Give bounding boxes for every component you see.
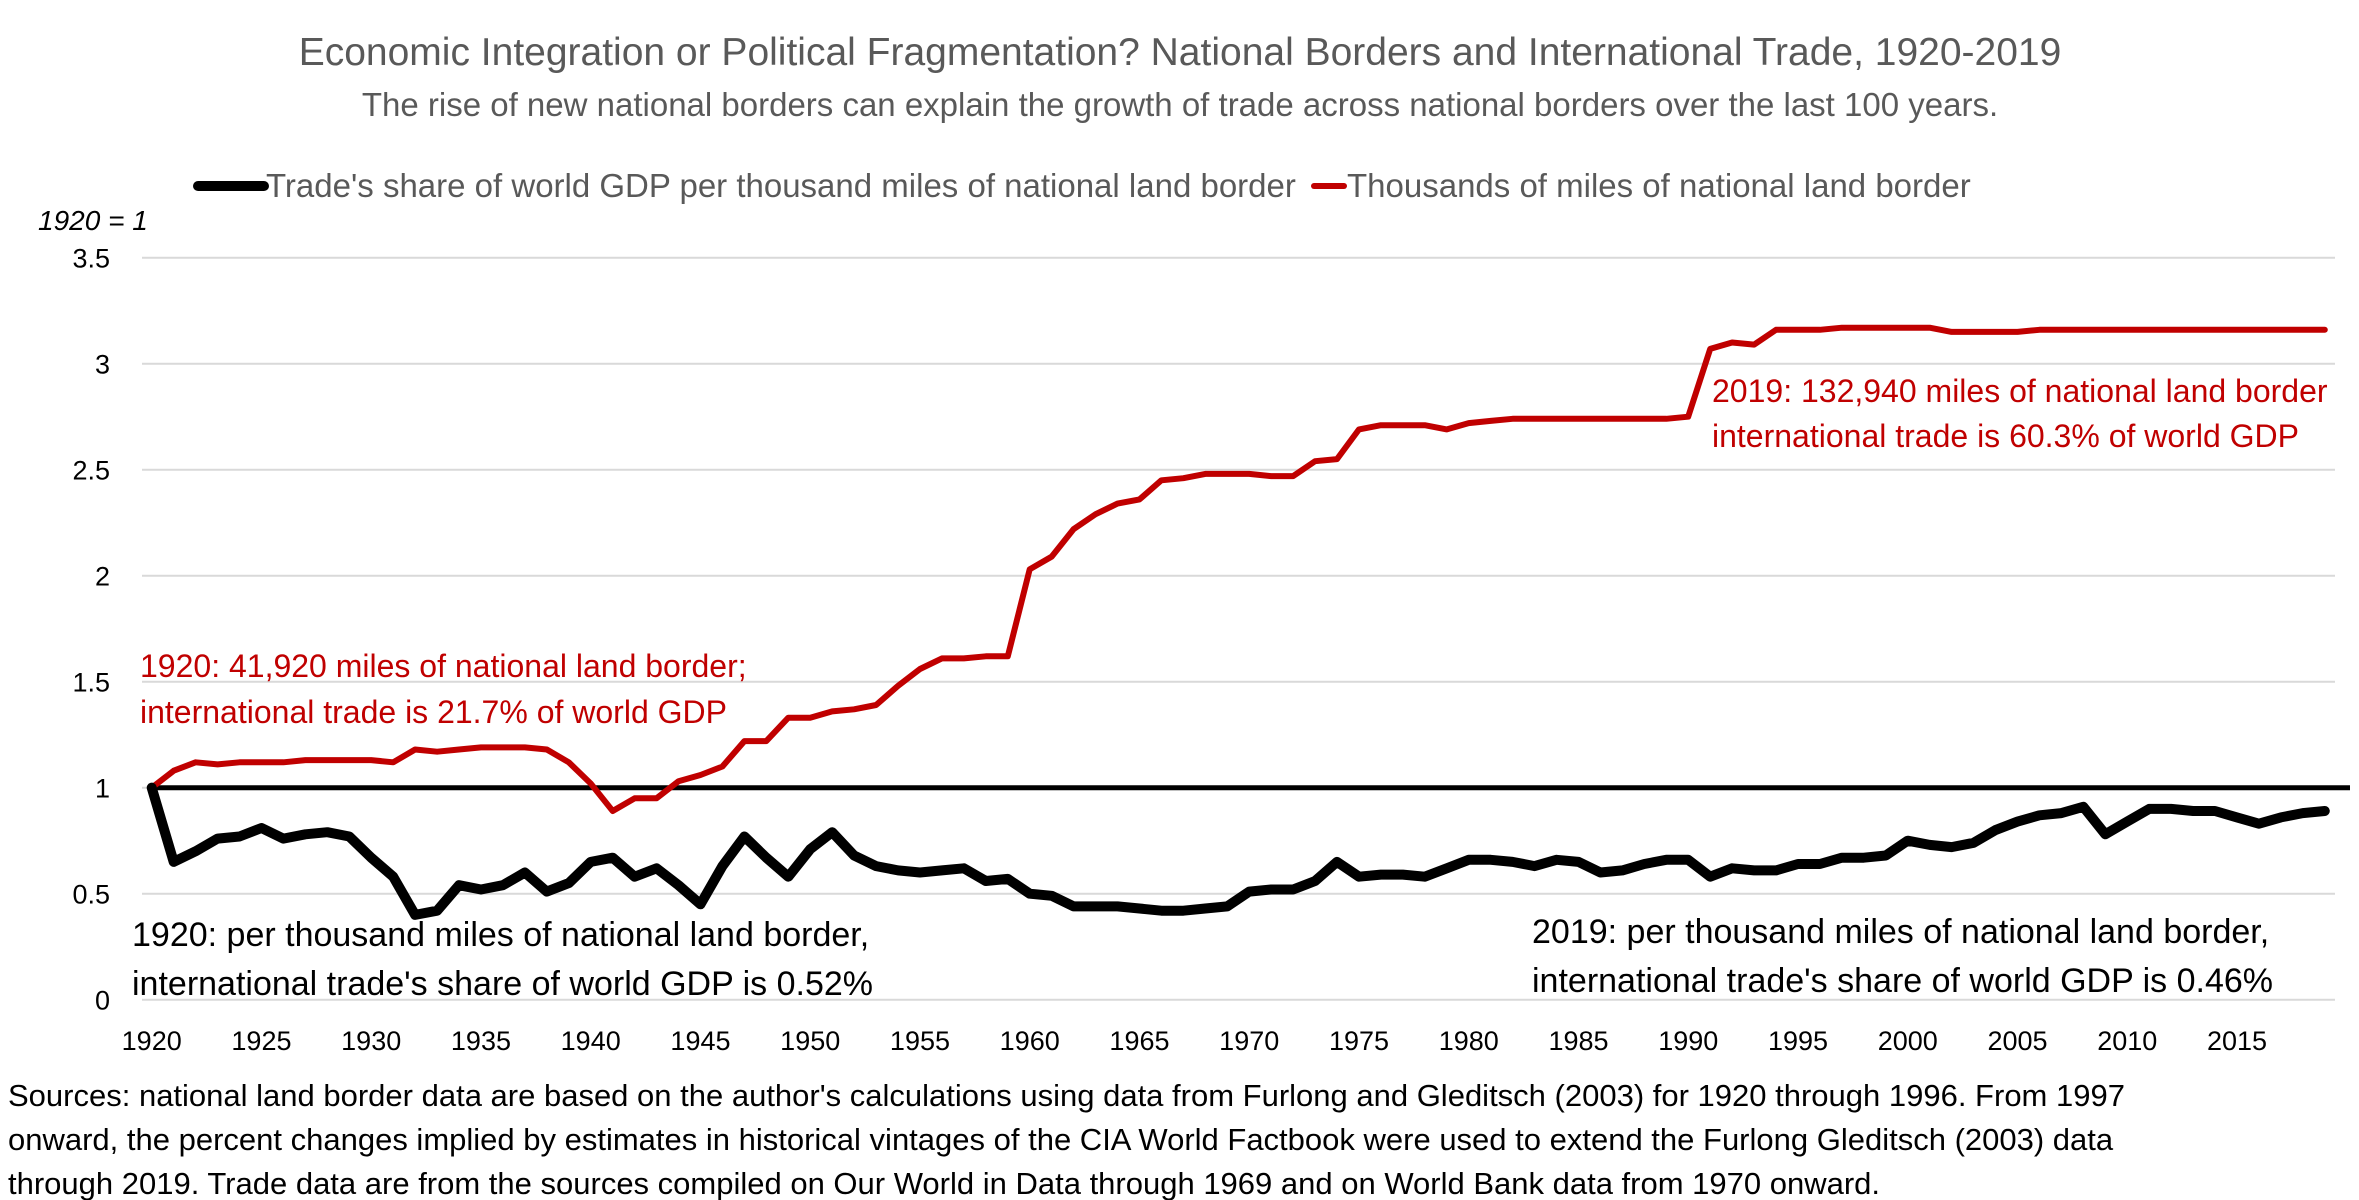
x-tick-label: 1975	[1329, 1026, 1389, 1056]
y-axis-ticks: 0 0.5 1 1.5 2 2.5 3 3.5	[72, 244, 110, 1016]
annotation-black-2019: 2019: per thousand miles of national lan…	[1532, 913, 2273, 1000]
x-tick-label: 1930	[341, 1026, 401, 1056]
x-tick-label: 1970	[1219, 1026, 1279, 1056]
source-note-line3: through 2019. Trade data are from the so…	[8, 1166, 1880, 1200]
y-tick-label: 3.5	[72, 244, 110, 274]
annotation-red-1920-line2: international trade is 21.7% of world GD…	[140, 694, 727, 730]
x-tick-label: 1945	[670, 1026, 730, 1056]
legend: Trade's share of world GDP per thousand …	[193, 167, 1971, 204]
series-layer	[146, 324, 2330, 920]
annotation-red-1920: 1920: 41,920 miles of national land bord…	[140, 648, 747, 730]
y-axis-unit-label: 1920 = 1	[38, 205, 148, 236]
series-line-border-miles	[148, 324, 2328, 814]
x-tick-label: 1985	[1548, 1026, 1608, 1056]
x-tick-label: 1995	[1768, 1026, 1828, 1056]
source-note: Sources: national land border data are b…	[8, 1078, 2125, 1200]
annotation-black-1920: 1920: per thousand miles of national lan…	[132, 916, 873, 1003]
y-tick-label: 2	[95, 562, 110, 592]
chart-title: Economic Integration or Political Fragme…	[299, 31, 2062, 74]
x-tick-label: 1925	[231, 1026, 291, 1056]
annotation-black-1920-line1: 1920: per thousand miles of national lan…	[132, 916, 869, 954]
x-tick-label: 2000	[1878, 1026, 1938, 1056]
x-tick-label: 1955	[890, 1026, 950, 1056]
series-line-trade-share	[146, 782, 2330, 920]
series-line-trade-share-points	[151, 787, 2325, 916]
x-tick-label: 1960	[1000, 1026, 1060, 1056]
x-tick-label: 1990	[1658, 1026, 1718, 1056]
x-tick-label: 2010	[2097, 1026, 2157, 1056]
x-tick-label: 1950	[780, 1026, 840, 1056]
x-tick-label: 1920	[122, 1026, 182, 1056]
annotation-black-2019-line2: international trade's share of world GDP…	[1532, 962, 2273, 1000]
annotation-black-1920-line2: international trade's share of world GDP…	[132, 965, 873, 1003]
y-tick-label: 3	[95, 350, 110, 380]
legend-item-trade-share: Trade's share of world GDP per thousand …	[193, 167, 1296, 204]
annotation-red-1920-line1: 1920: 41,920 miles of national land bord…	[140, 648, 747, 684]
x-tick-label: 1965	[1109, 1026, 1169, 1056]
y-tick-label: 1	[95, 774, 110, 804]
x-tick-label: 2015	[2207, 1026, 2267, 1056]
x-tick-label: 2005	[1987, 1026, 2047, 1056]
annotation-red-2019: 2019: 132,940 miles of national land bor…	[1712, 373, 2328, 454]
annotation-red-2019-line2: international trade is 60.3% of world GD…	[1712, 418, 2299, 454]
legend-item-border-miles: Thousands of miles of national land bord…	[1311, 167, 1971, 204]
source-note-line2: onward, the percent changes implied by e…	[8, 1122, 2114, 1157]
source-note-line1: Sources: national land border data are b…	[8, 1078, 2125, 1113]
annotation-black-2019-line1: 2019: per thousand miles of national lan…	[1532, 913, 2269, 951]
x-tick-label: 1980	[1439, 1026, 1499, 1056]
y-tick-label: 0	[95, 986, 110, 1016]
legend-label-trade-share: Trade's share of world GDP per thousand …	[266, 167, 1296, 204]
y-tick-label: 2.5	[72, 456, 110, 486]
x-tick-label: 1940	[561, 1026, 621, 1056]
x-axis-ticks: 1920 1925 1930 1935 1940 1945 1950 1955 1960 1965…	[122, 1026, 2267, 1056]
y-tick-label: 0.5	[72, 880, 110, 910]
x-tick-label: 1935	[451, 1026, 511, 1056]
annotation-red-2019-line1: 2019: 132,940 miles of national land bor…	[1712, 373, 2328, 409]
chart-subtitle: The rise of new national borders can exp…	[362, 86, 1998, 123]
legend-label-border-miles: Thousands of miles of national land bord…	[1347, 167, 1971, 204]
y-tick-label: 1.5	[72, 668, 110, 698]
